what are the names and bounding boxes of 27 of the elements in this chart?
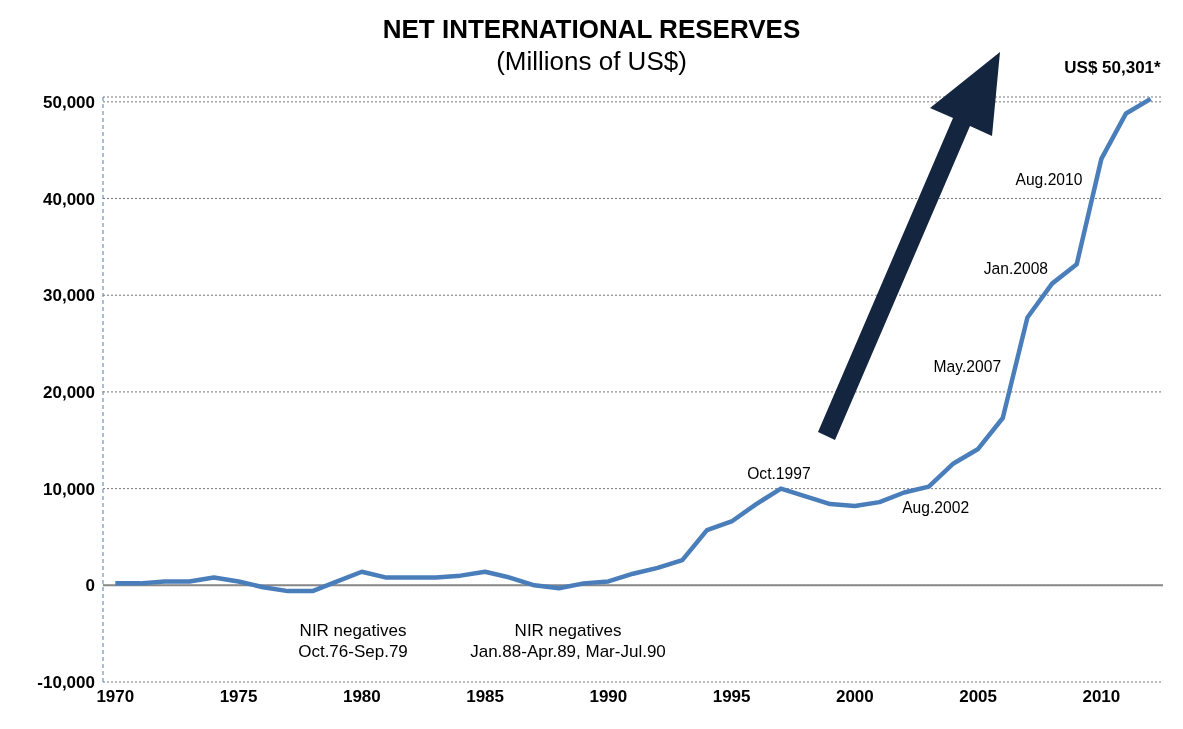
y-tick-label: 30,000 <box>43 286 95 306</box>
chart-title: NET INTERNATIONAL RESERVES <box>381 14 802 45</box>
y-tick-label: 0 <box>85 576 95 596</box>
y-tick-label: 50,000 <box>43 92 95 112</box>
x-tick-label: 2010 <box>1082 687 1121 707</box>
y-tick-label: 20,000 <box>43 382 95 402</box>
x-tick-label: 2005 <box>959 687 998 707</box>
annotation: NIR negatives Jan.88-Apr.89, Mar-Jul.90 <box>469 620 667 662</box>
annotation: Jan.2008 <box>983 258 1049 278</box>
y-tick-label: -10,000 <box>37 673 95 693</box>
annotation: Oct.1997 <box>747 463 811 483</box>
annotation: Aug.2010 <box>1015 169 1083 188</box>
y-tick-label: 40,000 <box>43 189 95 209</box>
x-tick-label: 1980 <box>342 687 381 707</box>
annotation: NIR negatives Oct.76-Sep.79 <box>298 621 408 661</box>
x-tick-label: 1975 <box>219 687 258 707</box>
chart-subtitle: (Millions of US$) <box>496 46 687 76</box>
x-tick-label: 1985 <box>466 687 505 707</box>
annotation: Aug.2002 <box>902 497 970 517</box>
x-tick-label: 2000 <box>835 687 874 707</box>
x-tick-label: 1990 <box>589 687 628 707</box>
annotation: US$ 50,301* <box>1064 58 1162 78</box>
x-tick-label: 1995 <box>712 687 751 707</box>
line-series <box>113 97 1153 594</box>
y-tick-label: 10,000 <box>43 479 95 499</box>
annotation: May.2007 <box>933 356 1002 376</box>
x-tick-label: 1970 <box>96 687 135 707</box>
